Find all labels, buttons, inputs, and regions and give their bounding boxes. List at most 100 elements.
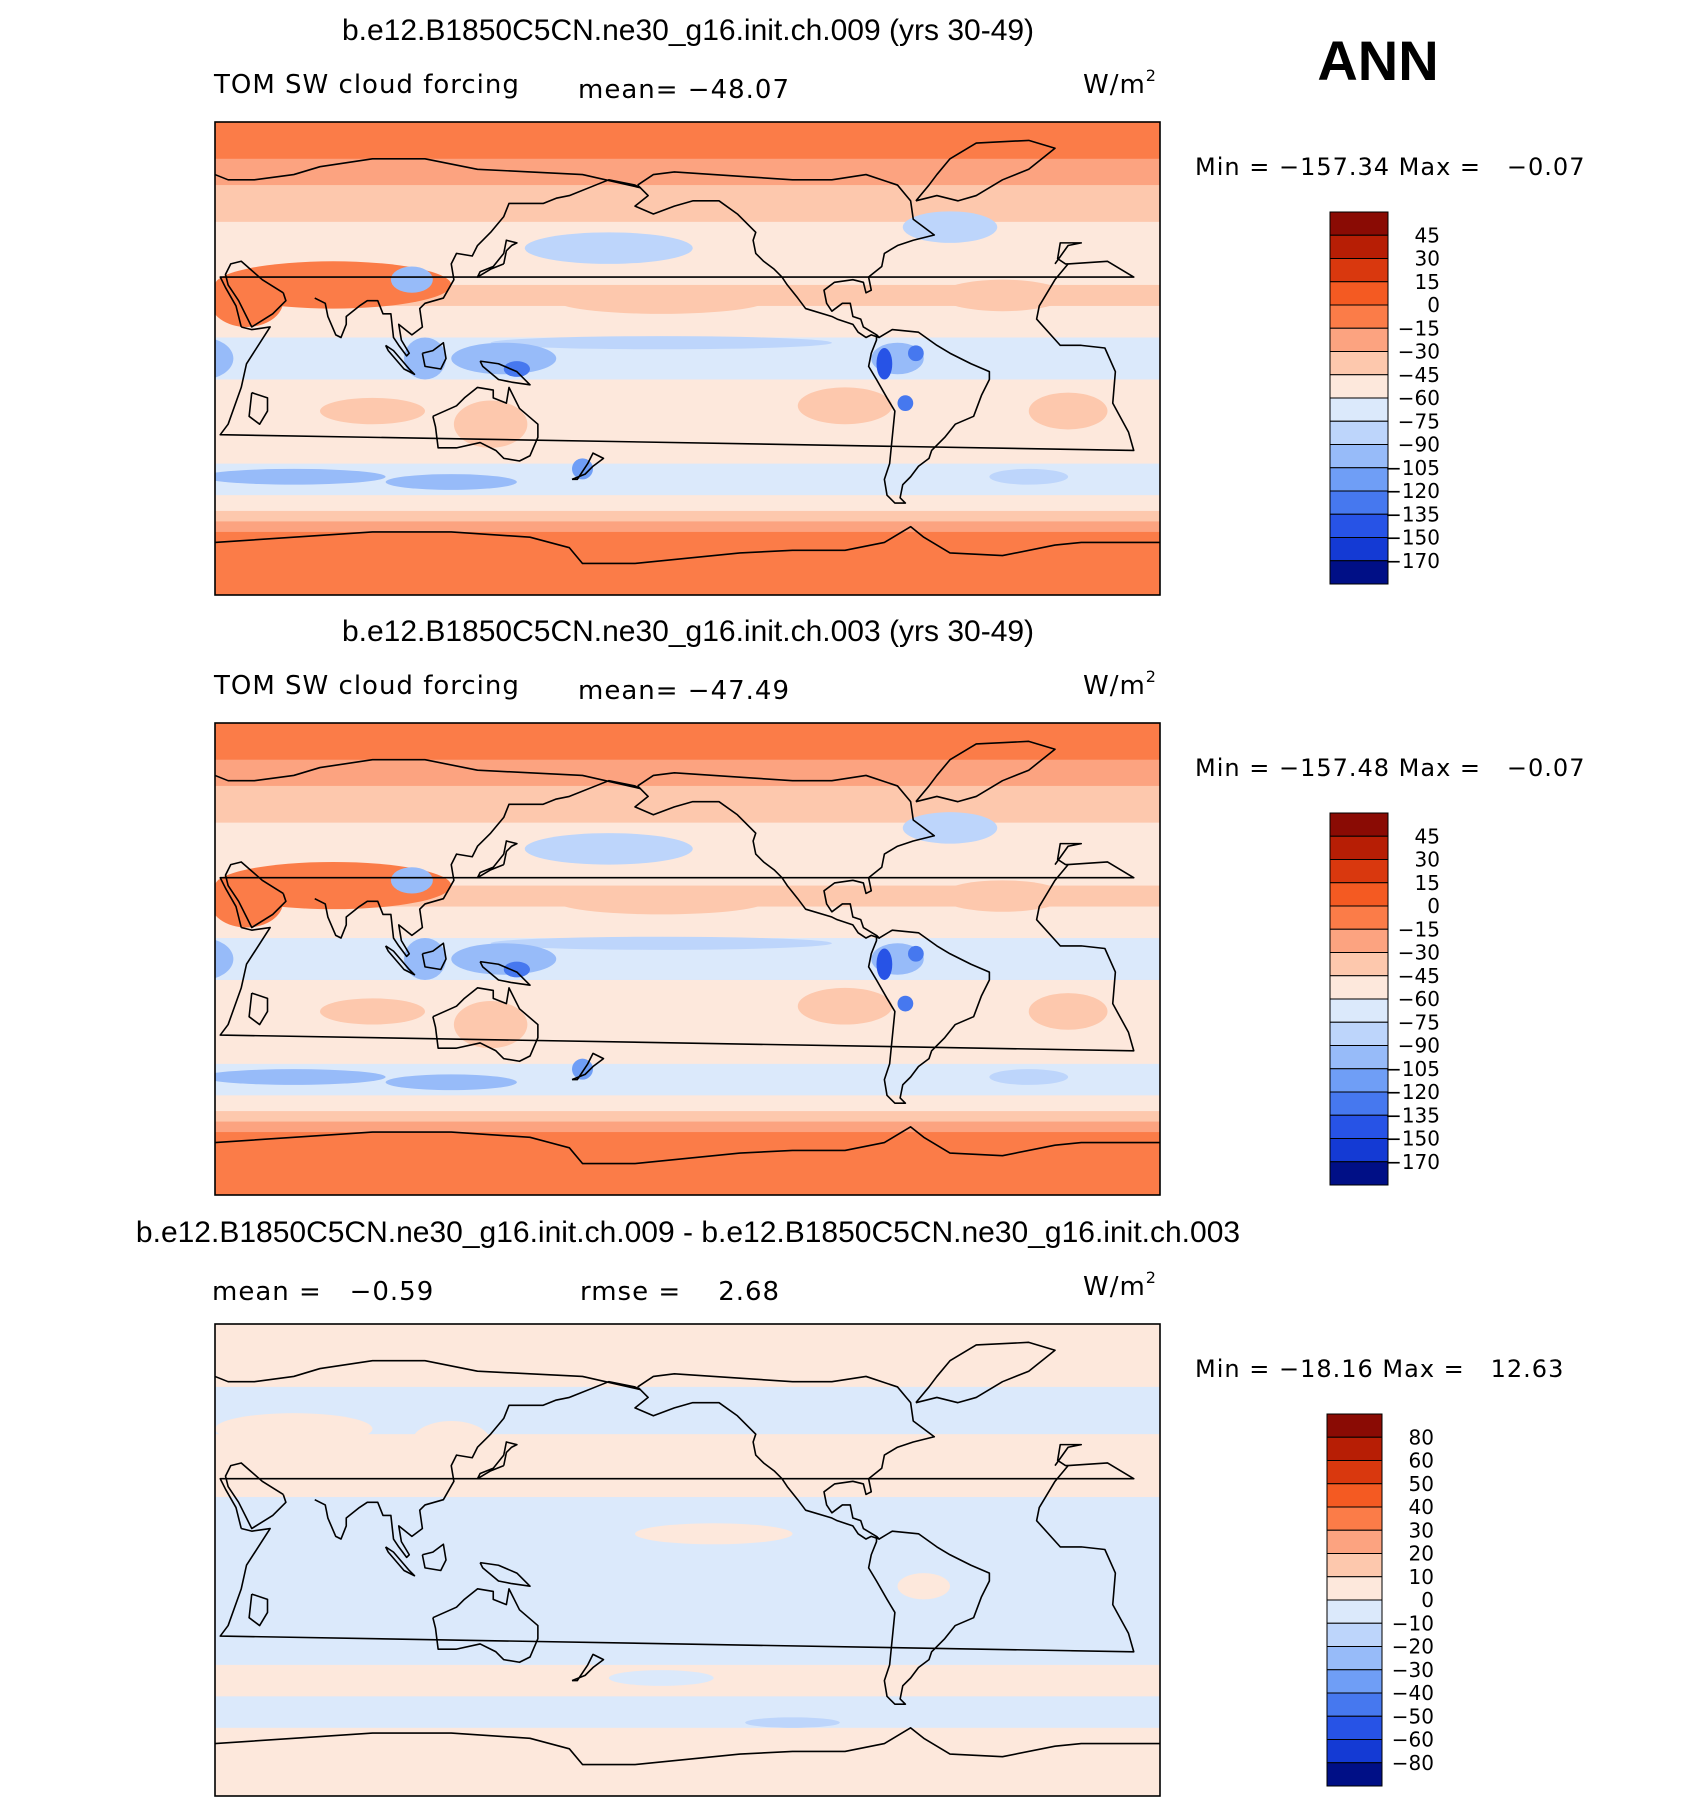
colorbar-label: 30 bbox=[1415, 848, 1440, 872]
contour-region bbox=[404, 938, 446, 980]
colorbar-label: 60 bbox=[1409, 1449, 1434, 1473]
contour-region bbox=[524, 232, 693, 264]
colorbar-swatch bbox=[1329, 975, 1389, 1000]
contour-band bbox=[215, 447, 1160, 465]
contour-region bbox=[897, 995, 914, 1012]
coastline bbox=[248, 1593, 269, 1627]
variable-label: TOM SW cloud forcing bbox=[213, 70, 520, 100]
colorbar-label: −50 bbox=[1392, 1704, 1434, 1728]
coastline bbox=[634, 772, 936, 939]
contour-region bbox=[215, 468, 386, 485]
coastline bbox=[476, 239, 518, 278]
coastline bbox=[571, 452, 605, 481]
colorbar-label: −150 bbox=[1385, 526, 1440, 550]
contour-band bbox=[215, 1132, 1160, 1195]
colorbar-label: −105 bbox=[1385, 456, 1440, 480]
coastline bbox=[1054, 1443, 1083, 1467]
contour-region bbox=[215, 1069, 386, 1085]
contour-band bbox=[215, 785, 1160, 824]
coastline bbox=[215, 1359, 642, 1559]
contour-region bbox=[608, 1670, 714, 1686]
colorbar-label: 0 bbox=[1427, 894, 1440, 918]
colorbar-label: −75 bbox=[1398, 409, 1440, 433]
colorbar-label: −30 bbox=[1398, 340, 1440, 364]
min-max-label: Min = −157.48 Max = −0.07 bbox=[1195, 754, 1585, 782]
colorbar-swatch bbox=[1329, 1091, 1389, 1116]
coastline bbox=[476, 840, 518, 879]
panel-title: b.e12.B1850C5CN.ne30_g16.init.ch.003 (yr… bbox=[342, 615, 1034, 648]
colorbar-swatch bbox=[1326, 1460, 1383, 1485]
contour-region bbox=[404, 337, 446, 380]
panel-bottom: b.e12.B1850C5CN.ne30_g16.init.ch.009 - b… bbox=[136, 1216, 1563, 1797]
colorbar-swatch bbox=[1329, 905, 1389, 930]
contour-region bbox=[524, 833, 693, 865]
coastline bbox=[215, 1126, 1160, 1165]
coastline bbox=[1054, 842, 1083, 866]
contour-region bbox=[189, 356, 210, 372]
colorbar-swatch bbox=[1329, 560, 1389, 585]
colorbar-label: 30 bbox=[1409, 1518, 1434, 1542]
colorbar-label: −20 bbox=[1392, 1635, 1434, 1659]
colorbar-swatch bbox=[1329, 859, 1389, 884]
colorbar-swatch bbox=[1329, 444, 1389, 469]
colorbar-swatch bbox=[1329, 998, 1389, 1023]
coastline bbox=[224, 861, 287, 929]
colorbar-swatch bbox=[1329, 952, 1389, 977]
contour-region bbox=[897, 1573, 950, 1600]
contour-band bbox=[215, 1324, 1160, 1388]
units-text: W/m bbox=[1083, 671, 1146, 701]
colorbar-label: −30 bbox=[1392, 1658, 1434, 1682]
contour-region bbox=[556, 888, 767, 915]
contour-band bbox=[215, 1696, 1160, 1729]
colorbar-label: 45 bbox=[1415, 824, 1440, 848]
colorbar-label: 15 bbox=[1415, 871, 1440, 895]
colorbar-swatch bbox=[1326, 1739, 1383, 1764]
coastline bbox=[421, 942, 447, 971]
coastline bbox=[384, 344, 416, 376]
contour-region bbox=[215, 875, 284, 928]
contour-region bbox=[390, 867, 433, 894]
contour-region bbox=[411, 1421, 491, 1463]
contour-region bbox=[320, 397, 425, 425]
coastline bbox=[384, 945, 416, 976]
colorbar-label: 15 bbox=[1415, 270, 1440, 294]
season-label: ANN bbox=[1317, 29, 1438, 92]
colorbar-swatch bbox=[1329, 281, 1389, 306]
coastline bbox=[215, 525, 1160, 565]
coastline bbox=[421, 1543, 447, 1572]
colorbar-swatch bbox=[1326, 1436, 1383, 1461]
coastline bbox=[432, 987, 539, 1063]
colorbar-label: −90 bbox=[1398, 433, 1440, 457]
units-sup: 2 bbox=[1146, 1268, 1157, 1287]
coastline bbox=[634, 1373, 936, 1540]
contour-region bbox=[635, 1523, 793, 1545]
contour-region bbox=[902, 211, 998, 243]
coastline bbox=[219, 260, 1135, 452]
colorbar: 4530150−15−30−45−60−75−90−105−120−135−15… bbox=[1329, 812, 1440, 1186]
contour-region bbox=[1028, 993, 1108, 1030]
contour-region bbox=[490, 936, 832, 950]
colorbar-swatch bbox=[1329, 397, 1389, 422]
contour-band bbox=[215, 495, 1160, 512]
contour-region bbox=[902, 812, 998, 844]
colorbar-swatch bbox=[1329, 234, 1389, 259]
colorbar-label: −80 bbox=[1392, 1751, 1434, 1775]
colorbar-label: −60 bbox=[1392, 1728, 1434, 1752]
colorbar-label: −60 bbox=[1398, 987, 1440, 1011]
colorbar-swatch bbox=[1329, 1138, 1389, 1163]
map-frame bbox=[214, 121, 1161, 596]
contour-region bbox=[490, 336, 832, 350]
colorbar-swatch bbox=[1326, 1553, 1383, 1578]
colorbar-label: −120 bbox=[1385, 479, 1440, 503]
colorbar-swatch bbox=[1326, 1413, 1383, 1438]
colorbar-swatch bbox=[1329, 304, 1389, 329]
coastline bbox=[915, 1341, 1056, 1404]
contour-region bbox=[876, 948, 893, 980]
units-label: W/m2 bbox=[1083, 1268, 1157, 1302]
contour-region bbox=[797, 387, 893, 425]
contour-region bbox=[939, 279, 1066, 312]
colorbar-swatch bbox=[1329, 211, 1389, 236]
colorbar-swatch bbox=[1326, 1692, 1383, 1717]
colorbar-swatch bbox=[1329, 812, 1389, 837]
